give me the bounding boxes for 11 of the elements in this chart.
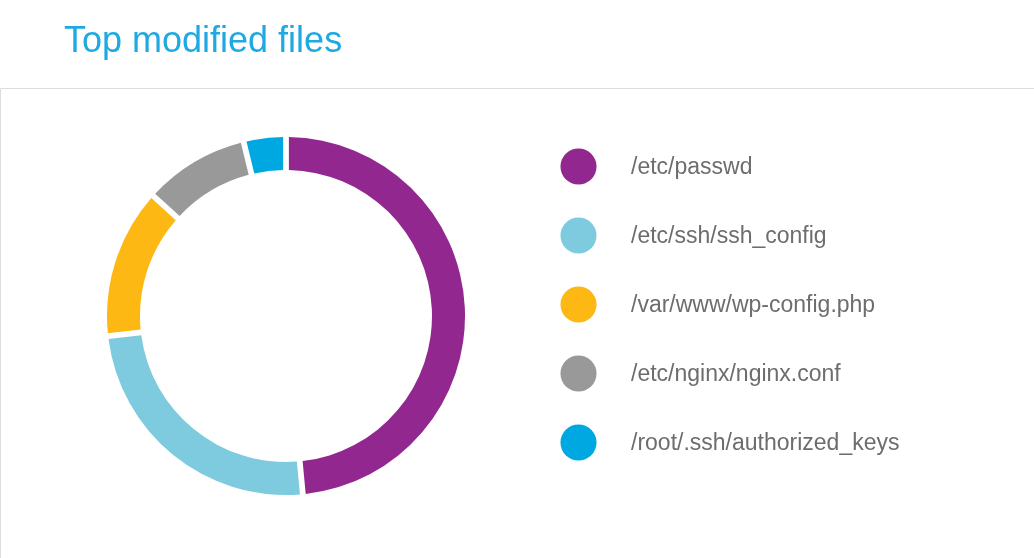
legend-label: /etc/ssh/ssh_config bbox=[631, 221, 827, 248]
donut-slice bbox=[246, 137, 284, 174]
legend-label: /etc/nginx/nginx.conf bbox=[631, 359, 842, 386]
donut-slice bbox=[108, 335, 300, 495]
chart-title: Top modified files bbox=[64, 19, 343, 60]
legend-label: /etc/passwd bbox=[631, 152, 753, 179]
donut-slice bbox=[288, 137, 465, 494]
legend-label: /var/www/wp-config.php bbox=[631, 290, 876, 317]
donut-slice bbox=[107, 198, 176, 334]
donut-slice bbox=[155, 142, 249, 216]
legend-label: /root/.ssh/authorized_keys bbox=[631, 428, 900, 455]
